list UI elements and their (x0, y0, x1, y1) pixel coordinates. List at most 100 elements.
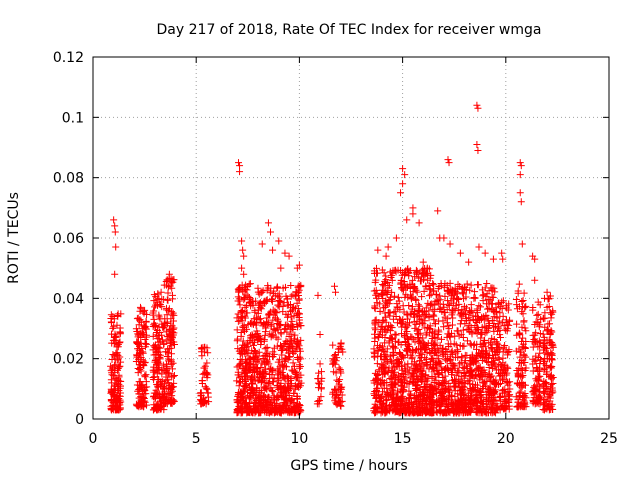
data-point (396, 306, 404, 314)
data-point (280, 399, 288, 407)
data-point (407, 310, 415, 318)
data-point (392, 331, 400, 339)
data-point (426, 285, 434, 293)
data-point (315, 369, 323, 377)
data-point (332, 288, 340, 296)
data-point (549, 405, 557, 413)
data-point (405, 346, 413, 354)
data-point (260, 391, 268, 399)
data-point (514, 369, 522, 377)
data-point (459, 326, 467, 334)
data-point (198, 377, 206, 385)
data-point (454, 396, 462, 404)
data-point (238, 307, 246, 315)
data-point (141, 398, 149, 406)
data-point (451, 364, 459, 372)
x-tick-label: 0 (89, 431, 98, 447)
data-point (110, 385, 118, 393)
data-point (253, 327, 261, 335)
data-point (253, 315, 261, 323)
data-point (472, 327, 480, 335)
data-point (540, 405, 548, 413)
data-point (237, 390, 245, 398)
data-point (158, 370, 166, 378)
data-point (521, 304, 529, 312)
data-point (405, 272, 413, 280)
data-point (133, 340, 141, 348)
data-point (403, 341, 411, 349)
data-point (445, 330, 453, 338)
data-point (473, 325, 481, 333)
data-point (406, 366, 414, 374)
data-point (501, 326, 509, 334)
data-point (489, 400, 497, 408)
data-point (107, 402, 115, 410)
data-point (546, 331, 554, 339)
data-point (403, 327, 411, 335)
data-point (163, 296, 171, 304)
data-point (530, 391, 538, 399)
data-point (163, 276, 171, 284)
data-point (503, 327, 511, 335)
data-point (150, 297, 158, 305)
data-point (541, 395, 549, 403)
data-point (492, 308, 500, 316)
data-point (399, 302, 407, 310)
data-point (488, 300, 496, 308)
data-point (529, 331, 537, 339)
data-point (240, 252, 248, 260)
data-point (398, 284, 406, 292)
data-point (467, 323, 475, 331)
data-point (137, 367, 145, 375)
data-point (238, 345, 246, 353)
data-point (250, 341, 258, 349)
data-point (150, 351, 158, 359)
data-point (498, 387, 506, 395)
data-point (437, 335, 445, 343)
data-point (520, 352, 528, 360)
data-point (152, 356, 160, 364)
data-point (111, 270, 119, 278)
data-point (413, 269, 421, 277)
data-point (427, 271, 435, 279)
data-point (473, 305, 481, 313)
data-point (197, 391, 205, 399)
data-point (200, 398, 208, 406)
data-point (203, 369, 211, 377)
data-point (294, 304, 302, 312)
data-point (400, 386, 408, 394)
data-point (499, 312, 507, 320)
data-point (149, 332, 157, 340)
data-point (466, 309, 474, 317)
data-point (388, 335, 396, 343)
data-point (385, 296, 393, 304)
data-point (158, 295, 166, 303)
data-point (273, 284, 281, 292)
data-point (436, 292, 444, 300)
data-point (289, 339, 297, 347)
data-point (248, 318, 256, 326)
data-point (255, 356, 263, 364)
data-point (381, 333, 389, 341)
data-point (107, 330, 115, 338)
data-point (266, 310, 274, 318)
data-point (238, 237, 246, 245)
data-point (336, 388, 344, 396)
data-point (276, 297, 284, 305)
data-point (160, 320, 168, 328)
data-point (268, 295, 276, 303)
data-point (389, 406, 397, 414)
data-point (515, 303, 523, 311)
data-point (244, 321, 252, 329)
data-point (155, 313, 163, 321)
data-point (295, 286, 303, 294)
data-point (466, 317, 474, 325)
data-point (290, 362, 298, 370)
data-point (502, 405, 510, 413)
data-point (165, 369, 173, 377)
data-point (420, 287, 428, 295)
data-point (419, 334, 427, 342)
data-point (114, 405, 122, 413)
data-point (374, 333, 382, 341)
data-point (275, 297, 283, 305)
